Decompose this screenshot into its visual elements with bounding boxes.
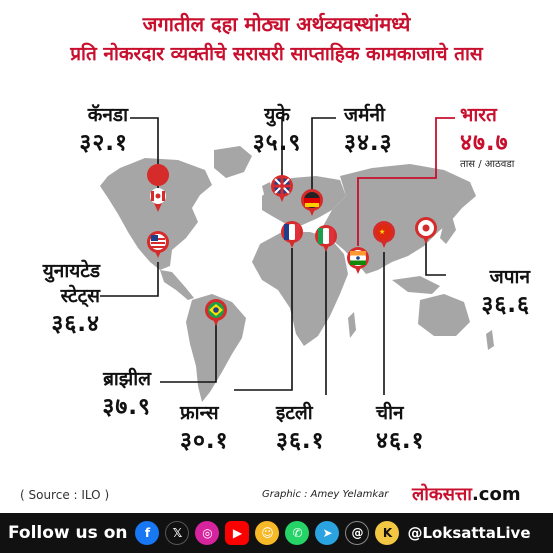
chart-title: जगातील दहा मोठ्या अर्थव्यवस्थांमध्ये: [142, 12, 411, 36]
pin-france: [281, 221, 303, 248]
chart-subtitle: प्रति नोकरदार व्यक्तीचे सरासरी साप्ताहिक…: [70, 43, 483, 65]
country-name-uk: युके: [264, 104, 290, 126]
brand-logo-domain: .com: [471, 484, 521, 505]
country-value-china: ४६.१: [376, 428, 425, 454]
country-value-japan: ३६.६: [481, 292, 530, 318]
koo-icon[interactable]: K: [375, 521, 400, 545]
label-japan: जपान ३६.६: [481, 268, 530, 317]
leader-line-brazil: [160, 322, 217, 383]
graphic-credit: Graphic : Amey Yelamkar: [262, 489, 389, 500]
north-america-shape: [100, 158, 212, 270]
country-value-uk: ३५.९: [252, 130, 302, 156]
pin-italy: [315, 225, 337, 252]
label-china: चीन ४६.१: [376, 404, 425, 453]
country-name-france: फ्रान्स: [180, 402, 219, 424]
social-handle[interactable]: @LoksattaLive: [407, 524, 531, 542]
pin-japan: [415, 217, 437, 244]
whatsapp-icon[interactable]: ✆: [285, 521, 310, 545]
madagascar-shape: [348, 312, 356, 338]
country-name-japan: जपान: [489, 266, 530, 288]
follow-label: Follow us on: [8, 523, 128, 543]
label-italy: इटली ३६.१: [276, 404, 325, 453]
country-value-india: ४७.७: [460, 130, 509, 156]
country-name-canada: कॅनडा: [87, 104, 128, 126]
uk-island-shape: [262, 182, 274, 202]
greenland-shape: [214, 146, 252, 178]
country-name-italy: इटली: [276, 402, 313, 424]
leader-line-france: [234, 248, 293, 391]
leader-line-germany: [311, 117, 336, 190]
central-america-shape: [160, 270, 194, 300]
brand-logo[interactable]: लोकसत्ता.com: [412, 482, 521, 506]
sharechat-icon[interactable]: ☺: [255, 521, 280, 545]
country-name-china: चीन: [376, 402, 404, 424]
unit-label: तास / आठवडा: [460, 159, 515, 170]
label-usa: युनायटेड स्टेट्स ३६.४: [43, 262, 100, 336]
country-value-canada: ३२.१: [79, 130, 128, 156]
pin-germany: [301, 189, 323, 216]
label-uk: युके ३५.९: [232, 106, 322, 155]
country-value-germany: ३४.३: [344, 130, 393, 156]
australia-shape: [418, 294, 470, 336]
brand-logo-red: लोकसत्ता: [412, 484, 472, 505]
country-name-india: भारत: [460, 104, 497, 126]
country-name-germany: जर्मनी: [344, 104, 385, 126]
japan-shape: [440, 216, 456, 244]
country-value-brazil: ३७.९: [102, 394, 151, 420]
country-name-usa-line1: युनायटेड: [42, 260, 100, 282]
country-value-france: ३०.१: [180, 428, 229, 454]
source-note: ( Source : ILO ): [20, 488, 110, 502]
country-name-brazil: ब्राझील: [103, 368, 151, 390]
pin-china: ★: [373, 221, 395, 248]
leader-line-japan: [425, 238, 446, 276]
label-brazil: ब्राझील ३७.९: [102, 370, 151, 419]
x-icon[interactable]: 𝕏: [165, 521, 190, 545]
africa-shape: [252, 232, 348, 346]
pin-india: [347, 247, 369, 274]
label-india: भारत ४७.७ तास / आठवडा: [460, 106, 514, 170]
facebook-icon[interactable]: f: [135, 521, 160, 545]
pin-canada: [147, 164, 170, 212]
threads-icon[interactable]: @: [345, 521, 370, 545]
youtube-icon[interactable]: ▶: [225, 521, 250, 545]
pin-brazil: [205, 299, 227, 326]
new-zealand-shape: [486, 330, 494, 350]
social-footer: Follow us on f 𝕏 ◎ ▶ ☺ ✆ ➤ @ K @Loksatta…: [0, 513, 553, 553]
country-value-usa: ३६.४: [51, 311, 100, 337]
telegram-icon[interactable]: ➤: [315, 521, 340, 545]
country-name-usa-line2: स्टेट्स: [60, 285, 100, 307]
label-canada: कॅनडा ३२.१: [79, 106, 128, 155]
pin-uk: [271, 175, 293, 202]
southeast-asia-shape: [392, 276, 440, 294]
svg-text:★: ★: [379, 228, 385, 236]
asia-shape: [322, 164, 476, 274]
country-value-italy: ३६.१: [276, 428, 325, 454]
label-france: फ्रान्स ३०.१: [180, 404, 229, 453]
leader-line-india: [357, 117, 455, 246]
pin-usa: [147, 231, 169, 258]
instagram-icon[interactable]: ◎: [195, 521, 220, 545]
label-germany: जर्मनी ३४.३: [344, 106, 393, 155]
leader-line-usa: [100, 262, 159, 297]
